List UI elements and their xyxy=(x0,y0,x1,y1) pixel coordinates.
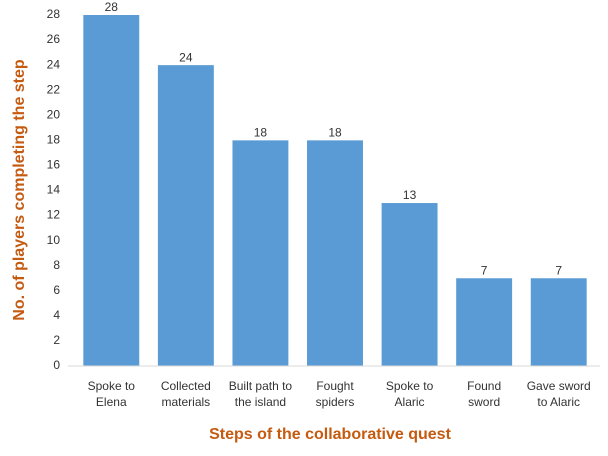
value-label: 18 xyxy=(254,126,268,140)
value-label: 7 xyxy=(555,263,562,277)
y-tick-label: 8 xyxy=(53,258,60,272)
y-tick-label: 6 xyxy=(53,283,60,297)
bar xyxy=(530,278,587,366)
y-tick-label: 0 xyxy=(53,358,60,372)
y-axis-title: No. of players completing the step xyxy=(11,59,28,321)
y-tick-label: 14 xyxy=(47,183,61,197)
x-tick-label: Built path to the island xyxy=(228,379,293,409)
y-tick-label: 10 xyxy=(47,233,61,247)
y-tick-label: 16 xyxy=(47,158,61,172)
value-label: 13 xyxy=(403,188,417,202)
bar xyxy=(157,65,214,367)
value-label: 24 xyxy=(179,50,193,64)
y-tick-label: 24 xyxy=(47,57,61,71)
bar xyxy=(232,140,289,366)
y-tick-label: 18 xyxy=(47,133,61,147)
x-tick-label: Spoke to Alaric xyxy=(385,379,434,409)
value-label: 18 xyxy=(328,126,342,140)
y-tick-label: 20 xyxy=(47,107,61,121)
x-tick-label: Collected materials xyxy=(160,379,211,409)
x-tick-label: Gave sword to Alaric xyxy=(526,379,591,409)
y-tick-label: 26 xyxy=(47,32,61,46)
y-tick-label: 2 xyxy=(53,333,60,347)
bar xyxy=(307,140,363,366)
x-axis-title: Steps of the collaborative quest xyxy=(209,426,452,443)
bar xyxy=(381,203,438,366)
y-tick-label: 28 xyxy=(47,7,61,21)
y-tick-label: 12 xyxy=(47,208,61,222)
bar xyxy=(456,278,513,366)
y-tick-label: 4 xyxy=(53,308,60,322)
y-tick-label: 22 xyxy=(47,82,61,96)
value-label: 28 xyxy=(105,0,119,14)
x-tick-label: Spoke to Elena xyxy=(87,379,135,409)
x-tick-label: Found sword xyxy=(467,379,502,409)
value-label: 7 xyxy=(481,263,488,277)
x-tick-label: Fought spiders xyxy=(315,379,355,409)
bar xyxy=(83,15,140,366)
